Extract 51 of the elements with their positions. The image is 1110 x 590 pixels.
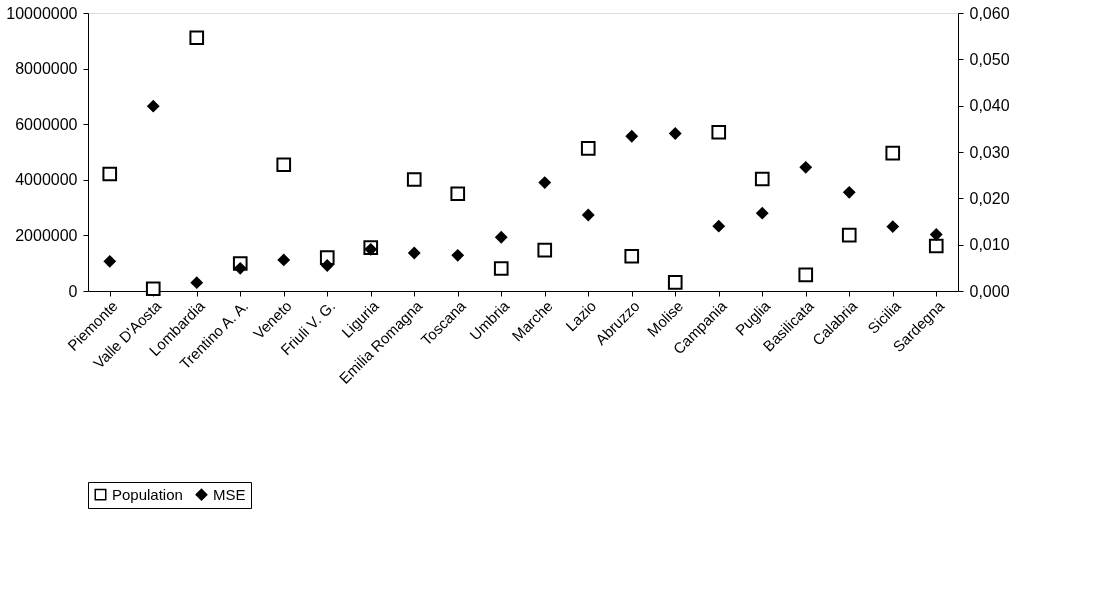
y2-tick-label: 0,040: [969, 97, 1010, 115]
point: [799, 161, 812, 174]
legend-label: MSE: [213, 485, 246, 503]
y2-tick-label: 0,050: [969, 50, 1010, 68]
point: [234, 262, 247, 275]
y-tick-label: 8000000: [15, 60, 78, 78]
point: [843, 186, 856, 199]
y2-tick-label: 0,020: [969, 189, 1010, 207]
point: [451, 249, 464, 262]
point: [885, 145, 901, 161]
y-tick-label: 2000000: [15, 226, 78, 244]
point: [582, 209, 595, 222]
legend-label: Population: [112, 485, 183, 503]
point: [754, 171, 770, 187]
point: [667, 275, 683, 290]
point: [406, 172, 422, 187]
point: [145, 281, 161, 297]
point: [190, 276, 203, 289]
point: [928, 238, 944, 254]
y-tick-label: 0: [68, 282, 78, 300]
point: [189, 30, 205, 46]
point: [276, 157, 292, 173]
y-tick-label: 6000000: [15, 115, 78, 133]
point: [841, 227, 857, 243]
y2-tick-label: 0,030: [969, 143, 1010, 161]
point: [537, 242, 553, 258]
y2-tick-label: 0,010: [969, 236, 1010, 254]
point: [277, 253, 290, 266]
point: [712, 220, 725, 233]
point: [624, 248, 640, 264]
point: [886, 220, 899, 233]
point: [580, 141, 596, 156]
point: [625, 130, 638, 143]
point: [538, 176, 551, 189]
point: [147, 100, 160, 113]
point: [493, 261, 509, 276]
point: [798, 267, 814, 283]
point: [102, 166, 118, 182]
point: [450, 186, 466, 202]
y-tick-label: 4000000: [15, 171, 78, 189]
point: [321, 259, 334, 272]
y2-tick-label: 0,060: [969, 4, 1010, 22]
point: [756, 207, 769, 220]
y2-tick-label: 0,000: [969, 282, 1010, 300]
y-tick-label: 10000000: [6, 4, 78, 22]
point: [930, 228, 943, 241]
point: [669, 127, 682, 140]
point: [103, 255, 116, 268]
point: [408, 247, 421, 260]
point: [711, 124, 727, 140]
point: [495, 231, 508, 244]
